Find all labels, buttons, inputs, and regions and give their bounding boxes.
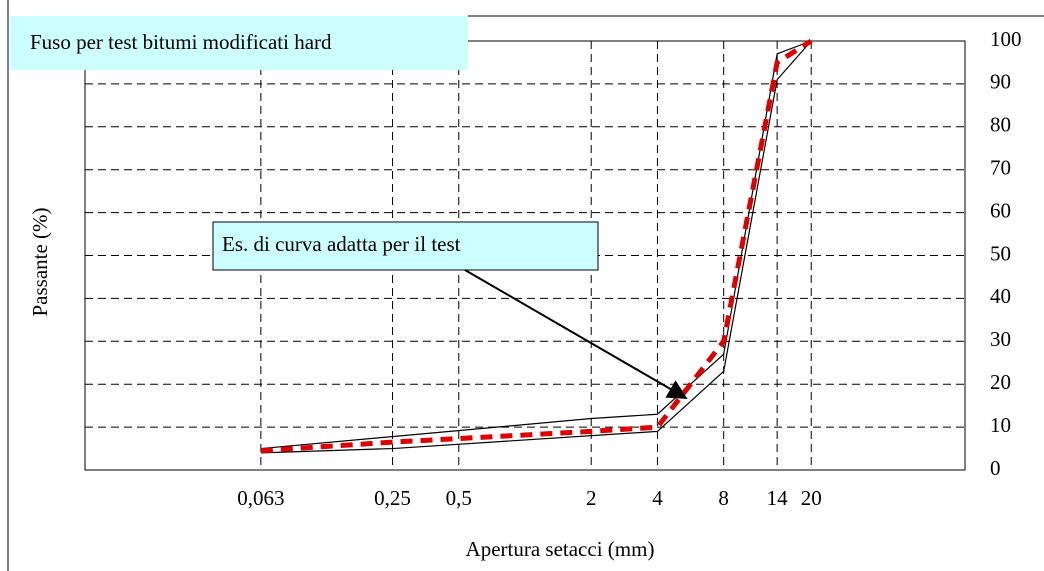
annotation: Es. di curva adatta per il test: [222, 232, 461, 256]
y-axis-label: Passante (%): [28, 207, 52, 316]
marks: 0 10 20 30 40 50 60 70 80 90 100 0,063 0,25 0,5 2 4 8 14 2…: [237, 27, 1021, 510]
y-tick-label: 20: [990, 370, 1011, 394]
annotation-box: [212, 221, 599, 271]
y-tick-label: 10: [990, 413, 1011, 437]
y-tick-label: 0: [990, 456, 1001, 480]
title-box: [10, 16, 468, 70]
y-tick-label: 50: [990, 241, 1011, 265]
y-tick-label: 80: [990, 113, 1011, 137]
y-tick-label: 60: [990, 198, 1011, 222]
x-tick-label: 4: [652, 486, 663, 510]
y-tick-label: 100: [990, 27, 1022, 51]
x-axis-label: Apertura setacci (mm): [466, 537, 655, 561]
x-tick-label: 8: [718, 486, 729, 510]
x-tick-label: 0,063: [237, 486, 284, 510]
x-tick-label: 2: [586, 486, 597, 510]
chart-title: Fuso per test bitumi modificati hard: [30, 30, 332, 54]
x-tick-label: 0,25: [374, 486, 411, 510]
annotation-arrow: [464, 269, 688, 400]
series-line: [260, 40, 812, 454]
y-tick-label: 90: [990, 70, 1011, 94]
y-tick-label: 30: [990, 327, 1011, 351]
x-tick-label: 20: [801, 486, 822, 510]
series-line: [260, 38, 813, 454]
y-tick-label: 70: [990, 156, 1011, 180]
x-tick-label: 0,5: [446, 486, 472, 510]
x-tick-label: 14: [767, 486, 789, 510]
y-tick-label: 40: [990, 284, 1011, 308]
